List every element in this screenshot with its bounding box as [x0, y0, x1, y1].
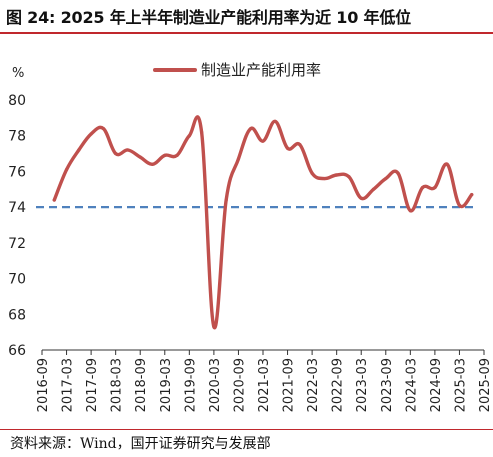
series-point: [261, 139, 265, 143]
series-point: [138, 155, 142, 159]
series-line-manufacturing-utilization: [52, 115, 474, 330]
series-point: [187, 134, 191, 138]
series-points: [52, 119, 474, 329]
x-tick-label: 2024-09: [429, 358, 444, 412]
source-note: 资料来源：Wind，国开证券研究与发展部: [10, 436, 271, 452]
source-divider: [0, 429, 493, 430]
series-point: [298, 143, 302, 147]
series-point: [224, 198, 228, 202]
series-point: [433, 185, 437, 190]
series-point: [457, 203, 462, 207]
series-point: [359, 196, 363, 200]
y-tick-label: 66: [8, 343, 26, 359]
y-tick-label: 76: [8, 164, 26, 180]
y-tick-label: 70: [8, 272, 26, 288]
x-tick-label: 2021-03: [257, 358, 272, 412]
series-point: [470, 193, 474, 197]
x-tick-label: 2019-03: [159, 358, 174, 412]
series-point: [101, 126, 105, 131]
series-point: [371, 187, 376, 191]
series-point: [200, 130, 204, 134]
x-tick-label: 2016-09: [36, 358, 51, 412]
series-point: [52, 198, 56, 202]
series-point: [212, 325, 216, 329]
series-point: [64, 168, 69, 172]
series-point: [335, 173, 339, 177]
x-tick-label: 2020-09: [232, 358, 247, 412]
y-tick-label: 72: [8, 236, 26, 252]
x-tick-label: 2018-03: [110, 358, 125, 412]
x-tick-label: 2022-09: [331, 358, 346, 412]
chart-legend: 制造业产能利用率: [153, 61, 321, 79]
title-divider: [0, 32, 493, 34]
series-point: [114, 151, 118, 156]
figure-title: 图 24: 2025 年上半年制造业产能利用率为近 10 年低位: [6, 8, 411, 27]
series-point: [273, 119, 277, 124]
series-point: [163, 153, 167, 157]
x-axis: 2016-09 2017-03 2017-09 2018-03 2018-09 2019-…: [36, 349, 493, 412]
series-point: [285, 146, 290, 150]
series-point: [347, 175, 351, 179]
x-tick-label: 2022-03: [306, 358, 321, 412]
series-point: [126, 148, 130, 152]
x-tick-label: 2023-09: [380, 358, 395, 412]
capacity-utilization-chart: 制造业产能利用率 % 66 68 70 72 74 76 78 80 2016-09 2017-…: [8, 61, 493, 412]
x-tick-label: 2023-03: [355, 358, 370, 412]
series-point: [236, 157, 241, 161]
series-point: [445, 162, 449, 166]
y-tick-label: 80: [8, 93, 26, 109]
series-point: [384, 176, 388, 181]
x-tick-label: 2018-09: [134, 358, 149, 412]
x-tick-label: 2017-03: [61, 358, 76, 412]
series-point: [310, 171, 314, 175]
x-tick-label: 2025-03: [453, 358, 468, 412]
x-tick-label: 2020-03: [208, 358, 223, 412]
y-tick-label: 74: [8, 200, 26, 216]
x-tick-label: 2019-09: [183, 358, 198, 412]
y-axis-unit: %: [12, 66, 24, 81]
x-tick-label: 2024-03: [404, 358, 419, 412]
series-point: [249, 126, 253, 131]
x-tick-label: 2025-09: [478, 358, 493, 412]
series-point: [421, 185, 425, 190]
series-point: [396, 171, 400, 175]
series-point: [77, 148, 81, 152]
y-tick-label: 68: [8, 307, 26, 323]
y-tick-label: 78: [8, 129, 26, 145]
series-point: [150, 162, 155, 166]
series-point: [89, 132, 93, 136]
x-tick-label: 2017-09: [85, 358, 100, 412]
series-point: [175, 153, 179, 157]
y-axis-ticks: 66 68 70 72 74 76 78 80: [8, 93, 26, 359]
x-tick-label: 2021-09: [282, 358, 297, 412]
series-point: [322, 176, 326, 181]
legend-label: 制造业产能利用率: [201, 61, 321, 79]
series-point: [408, 209, 412, 213]
